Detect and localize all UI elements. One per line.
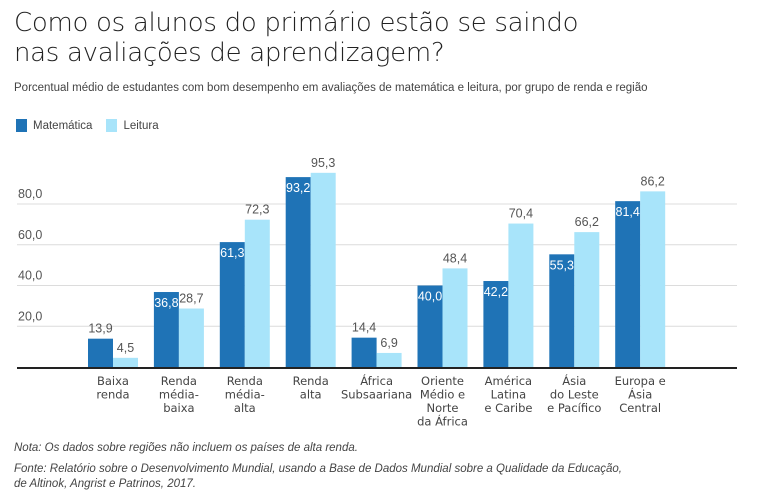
x-tick-label: média- bbox=[225, 388, 265, 402]
data-label: 66,2 bbox=[575, 215, 599, 229]
x-tick-label: do Leste bbox=[550, 388, 599, 402]
bar-matematica bbox=[483, 281, 509, 367]
x-tick-label: Oriente bbox=[421, 374, 464, 388]
legend-item-matematica: Matemática bbox=[16, 119, 92, 132]
chart-title-line-2: nas avaliações de aprendizagem? bbox=[14, 38, 445, 68]
y-tick-label: 40,0 bbox=[18, 269, 42, 283]
bar-leitura bbox=[310, 172, 336, 367]
x-tick-label: e Pacífico bbox=[547, 401, 601, 415]
footnote: Nota: Os dados sobre regiões não incluem… bbox=[14, 442, 358, 454]
x-tick-label: Baixa bbox=[97, 374, 129, 388]
x-tick-label: Ásia bbox=[562, 373, 586, 388]
bar-matematica bbox=[153, 292, 179, 367]
x-tick-label: renda bbox=[96, 388, 129, 402]
bar-leitura bbox=[640, 191, 666, 367]
x-tick-label: África bbox=[360, 373, 393, 388]
data-label: 86,2 bbox=[641, 174, 665, 188]
data-label: 70,4 bbox=[509, 207, 533, 221]
data-label: 6,9 bbox=[380, 336, 397, 350]
data-label: 36,8 bbox=[154, 296, 178, 310]
chart-title-line-1: Como os alunos do primário estão se sain… bbox=[14, 8, 579, 38]
legend-swatch-leitura bbox=[106, 119, 118, 132]
x-tick-label: média- bbox=[159, 388, 199, 402]
x-tick-label: Subsaariana bbox=[341, 388, 412, 402]
x-tick-label: Latina bbox=[491, 388, 527, 402]
x-tick-label: América bbox=[485, 374, 532, 388]
data-label: 14,4 bbox=[352, 321, 376, 335]
x-tick-label: Renda bbox=[293, 374, 329, 388]
data-label: 42,2 bbox=[484, 285, 508, 299]
x-tick-label: alta bbox=[300, 388, 322, 402]
x-tick-label: Renda bbox=[227, 374, 263, 388]
bar-matematica bbox=[219, 242, 245, 367]
bar-matematica bbox=[285, 177, 311, 367]
bar-leitura bbox=[376, 352, 402, 367]
bar-leitura bbox=[113, 357, 138, 367]
x-tick-label: Ásia bbox=[628, 387, 652, 402]
data-label: 13,9 bbox=[88, 322, 112, 336]
legend-swatch-matematica bbox=[16, 119, 27, 132]
y-tick-label: 60,0 bbox=[18, 228, 42, 242]
x-tick-label: da África bbox=[417, 414, 468, 429]
y-tick-label: 80,0 bbox=[18, 187, 42, 201]
x-tick-label: e Caribe bbox=[484, 401, 532, 415]
bar-leitura bbox=[508, 223, 534, 367]
source-note: Fonte: Relatório sobre o Desenvolvimento… bbox=[14, 462, 754, 492]
y-tick-label: 20,0 bbox=[18, 309, 42, 323]
legend-label-leitura: Leitura bbox=[123, 119, 159, 132]
chart-title: Como os alunos do primário estão se sain… bbox=[14, 8, 754, 68]
x-tick-label: Renda bbox=[161, 374, 197, 388]
legend: Matemática Leitura bbox=[16, 119, 173, 132]
bar-matematica bbox=[417, 285, 443, 367]
data-label: 40,0 bbox=[418, 290, 442, 304]
legend-item-leitura: Leitura bbox=[106, 119, 159, 132]
x-tick-label: Norte bbox=[427, 401, 459, 415]
source-line-2: de Altinok, Angrist e Patrinos, 2017. bbox=[14, 478, 196, 490]
x-tick-label: baixa bbox=[163, 401, 194, 415]
x-tick-label: alta bbox=[234, 401, 256, 415]
bar-leitura bbox=[178, 308, 204, 367]
x-tick-label: Europa e bbox=[615, 374, 666, 388]
source-line-1: Fonte: Relatório sobre o Desenvolvimento… bbox=[14, 463, 622, 475]
x-tick-label: Médio e bbox=[420, 388, 465, 402]
data-label: 81,4 bbox=[616, 205, 640, 219]
chart-subtitle: Porcentual médio de estudantes com bom d… bbox=[14, 82, 648, 94]
data-label: 28,7 bbox=[179, 292, 203, 306]
bar-matematica bbox=[615, 201, 641, 367]
legend-label-matematica: Matemática bbox=[33, 119, 93, 132]
bar-leitura bbox=[442, 268, 468, 367]
data-label: 4,5 bbox=[117, 341, 134, 355]
data-label: 48,4 bbox=[443, 251, 467, 265]
bar-matematica bbox=[88, 338, 113, 367]
data-label: 95,3 bbox=[311, 156, 335, 170]
bar-leitura bbox=[244, 219, 270, 367]
data-label: 55,3 bbox=[550, 258, 574, 272]
data-label: 72,3 bbox=[245, 203, 269, 217]
bar-leitura bbox=[574, 232, 600, 367]
bar-matematica bbox=[351, 337, 377, 367]
data-label: 93,2 bbox=[286, 181, 310, 195]
data-label: 61,3 bbox=[220, 246, 244, 260]
bar-matematica bbox=[549, 254, 575, 367]
x-tick-label: Central bbox=[619, 401, 661, 415]
